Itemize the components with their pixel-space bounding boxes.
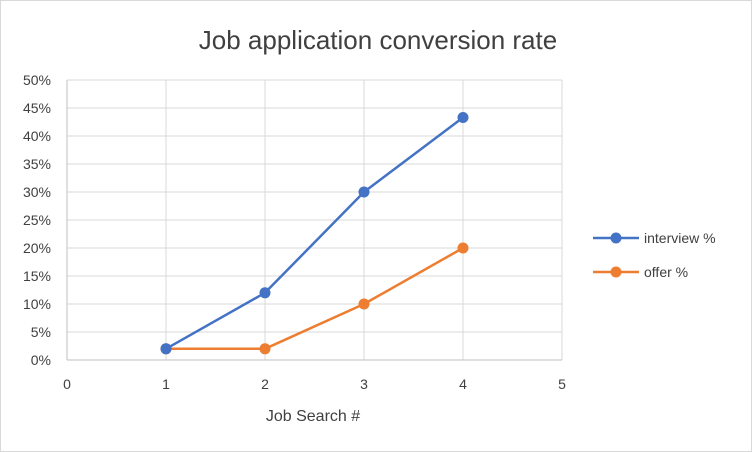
legend: interview % offer %	[593, 230, 716, 280]
legend-label: offer %	[644, 264, 688, 280]
gridlines	[67, 79, 563, 361]
x-tick-label: 3	[360, 376, 368, 392]
data-point	[160, 343, 172, 355]
x-tick-label: 1	[162, 376, 170, 392]
x-tick-label: 0	[63, 376, 71, 392]
y-tick-label: 10%	[23, 296, 51, 312]
y-tick-label: 40%	[23, 128, 51, 144]
chart-title: Job application conversion rate	[199, 25, 557, 55]
x-tick-label: 4	[459, 376, 467, 392]
legend-marker	[610, 232, 622, 244]
data-point	[358, 298, 370, 310]
series-line	[165, 116, 464, 350]
y-tick-label: 25%	[23, 212, 51, 228]
legend-label: interview %	[644, 230, 716, 246]
x-tick-label: 5	[558, 376, 566, 392]
axes: 0% 5% 10% 15% 20% 25% 30% 35% 40% 45% 50% 0 1 2 3 4 5	[23, 72, 566, 392]
x-axis-title: Job Search #	[266, 408, 360, 425]
data-point	[457, 112, 469, 124]
y-tick-label: 0%	[31, 352, 51, 368]
y-tick-label: 35%	[23, 156, 51, 172]
y-tick-label: 30%	[23, 184, 51, 200]
y-tick-label: 20%	[23, 240, 51, 256]
x-tick-label: 2	[261, 376, 269, 392]
y-tick-label: 50%	[23, 72, 51, 88]
data-point	[259, 343, 271, 355]
y-tick-label: 15%	[23, 268, 51, 284]
data-point	[457, 242, 469, 254]
data-point	[259, 287, 271, 299]
y-tick-label: 5%	[31, 324, 51, 340]
legend-marker	[610, 266, 622, 278]
series-layer	[160, 112, 469, 355]
y-tick-label: 45%	[23, 100, 51, 116]
data-point	[358, 186, 370, 198]
series-line	[166, 246, 464, 351]
